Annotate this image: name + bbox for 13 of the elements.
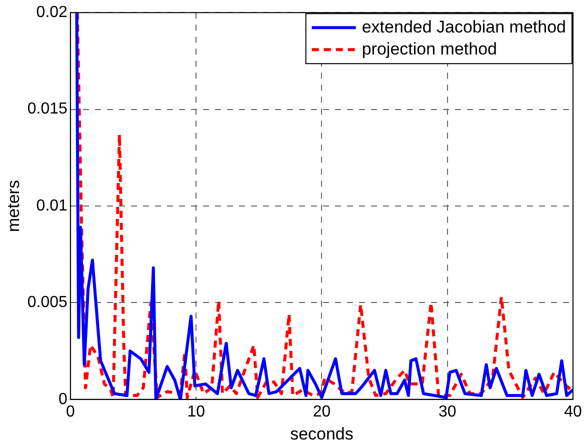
y-tick-label: 0.02 [36, 4, 68, 22]
y-tick-label: 0.015 [27, 100, 68, 118]
x-tick-label: 40 [564, 403, 582, 420]
x-tick-label: 30 [438, 403, 456, 420]
y-tick-label: 0.01 [36, 197, 68, 214]
x-tick-label: 10 [187, 403, 206, 420]
x-axis-title: seconds [290, 424, 354, 444]
y-axis-title: meters [4, 180, 23, 232]
legend-label: projection method [362, 39, 497, 58]
x-tick-label: 20 [312, 403, 331, 420]
y-tick-label: 0.005 [27, 294, 68, 312]
y-tick-label: 0 [58, 390, 68, 408]
legend-label: extended Jacobian method [362, 17, 566, 36]
